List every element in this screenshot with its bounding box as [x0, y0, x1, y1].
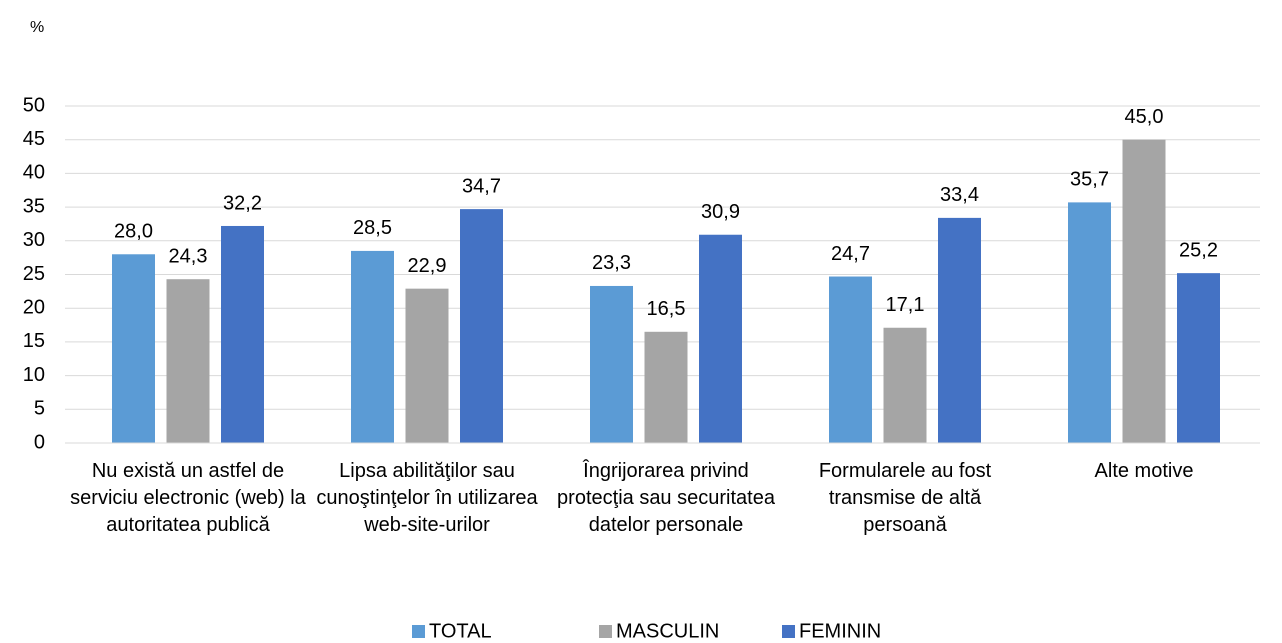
- value-label: 34,7: [462, 175, 501, 197]
- y-axis-label: %: [30, 19, 44, 36]
- bar: [883, 327, 927, 443]
- value-label: 25,2: [1179, 239, 1218, 261]
- y-tick-label: 0: [34, 431, 45, 453]
- y-tick-label: 25: [23, 263, 45, 285]
- bar: [1177, 273, 1220, 443]
- value-label: 24,3: [169, 245, 208, 267]
- y-tick-label: 15: [23, 330, 45, 352]
- y-tick-label: 10: [23, 364, 45, 386]
- y-tick-label: 50: [23, 94, 45, 116]
- bar: [351, 250, 394, 443]
- bar: [112, 254, 155, 443]
- value-label: 16,5: [647, 298, 686, 320]
- bar: [644, 331, 688, 443]
- bar: [1068, 202, 1111, 443]
- legend-label: MASCULIN: [616, 620, 719, 642]
- y-tick-label: 35: [23, 195, 45, 217]
- y-tick-label: 30: [23, 229, 45, 251]
- y-tick-label: 45: [23, 128, 45, 150]
- y-tick-label: 20: [23, 296, 45, 318]
- legend-label: FEMININ: [799, 620, 881, 642]
- bar: [1122, 139, 1166, 443]
- x-tick-label: Îngrijorarea privind protecţia sau secur…: [557, 460, 775, 536]
- bar: [938, 217, 981, 443]
- value-label: 23,3: [592, 252, 631, 274]
- value-label: 35,7: [1070, 169, 1109, 191]
- x-tick-label: Lipsa abilităţilor sau cunoştinţelor în …: [316, 460, 538, 536]
- bar: [221, 225, 264, 443]
- bar: [829, 276, 872, 443]
- value-label: 33,4: [940, 184, 979, 206]
- x-tick-label: Nu există un astfel de serviciu electron…: [70, 460, 306, 536]
- legend-marker: [782, 625, 795, 638]
- value-label: 45,0: [1125, 106, 1164, 128]
- x-tick-label: Alte motive: [1094, 460, 1194, 482]
- bar: [590, 285, 633, 443]
- value-label: 22,9: [408, 255, 447, 277]
- value-label: 28,0: [114, 221, 153, 243]
- bar: [460, 209, 503, 443]
- bar: [699, 234, 742, 443]
- value-label: 32,2: [223, 192, 262, 214]
- y-tick-label: 40: [23, 162, 45, 184]
- value-label: 28,5: [353, 217, 392, 239]
- x-tick-label: Formularele au fost transmise de altă pe…: [818, 460, 992, 536]
- value-label: 24,7: [831, 243, 870, 265]
- legend-label: TOTAL: [429, 620, 492, 642]
- bar: [405, 288, 449, 443]
- y-tick-label: 5: [34, 398, 45, 420]
- legend-marker: [412, 625, 425, 638]
- value-label: 17,1: [886, 294, 925, 316]
- value-label: 30,9: [701, 201, 740, 223]
- legend-marker: [599, 625, 612, 638]
- bar: [166, 279, 210, 443]
